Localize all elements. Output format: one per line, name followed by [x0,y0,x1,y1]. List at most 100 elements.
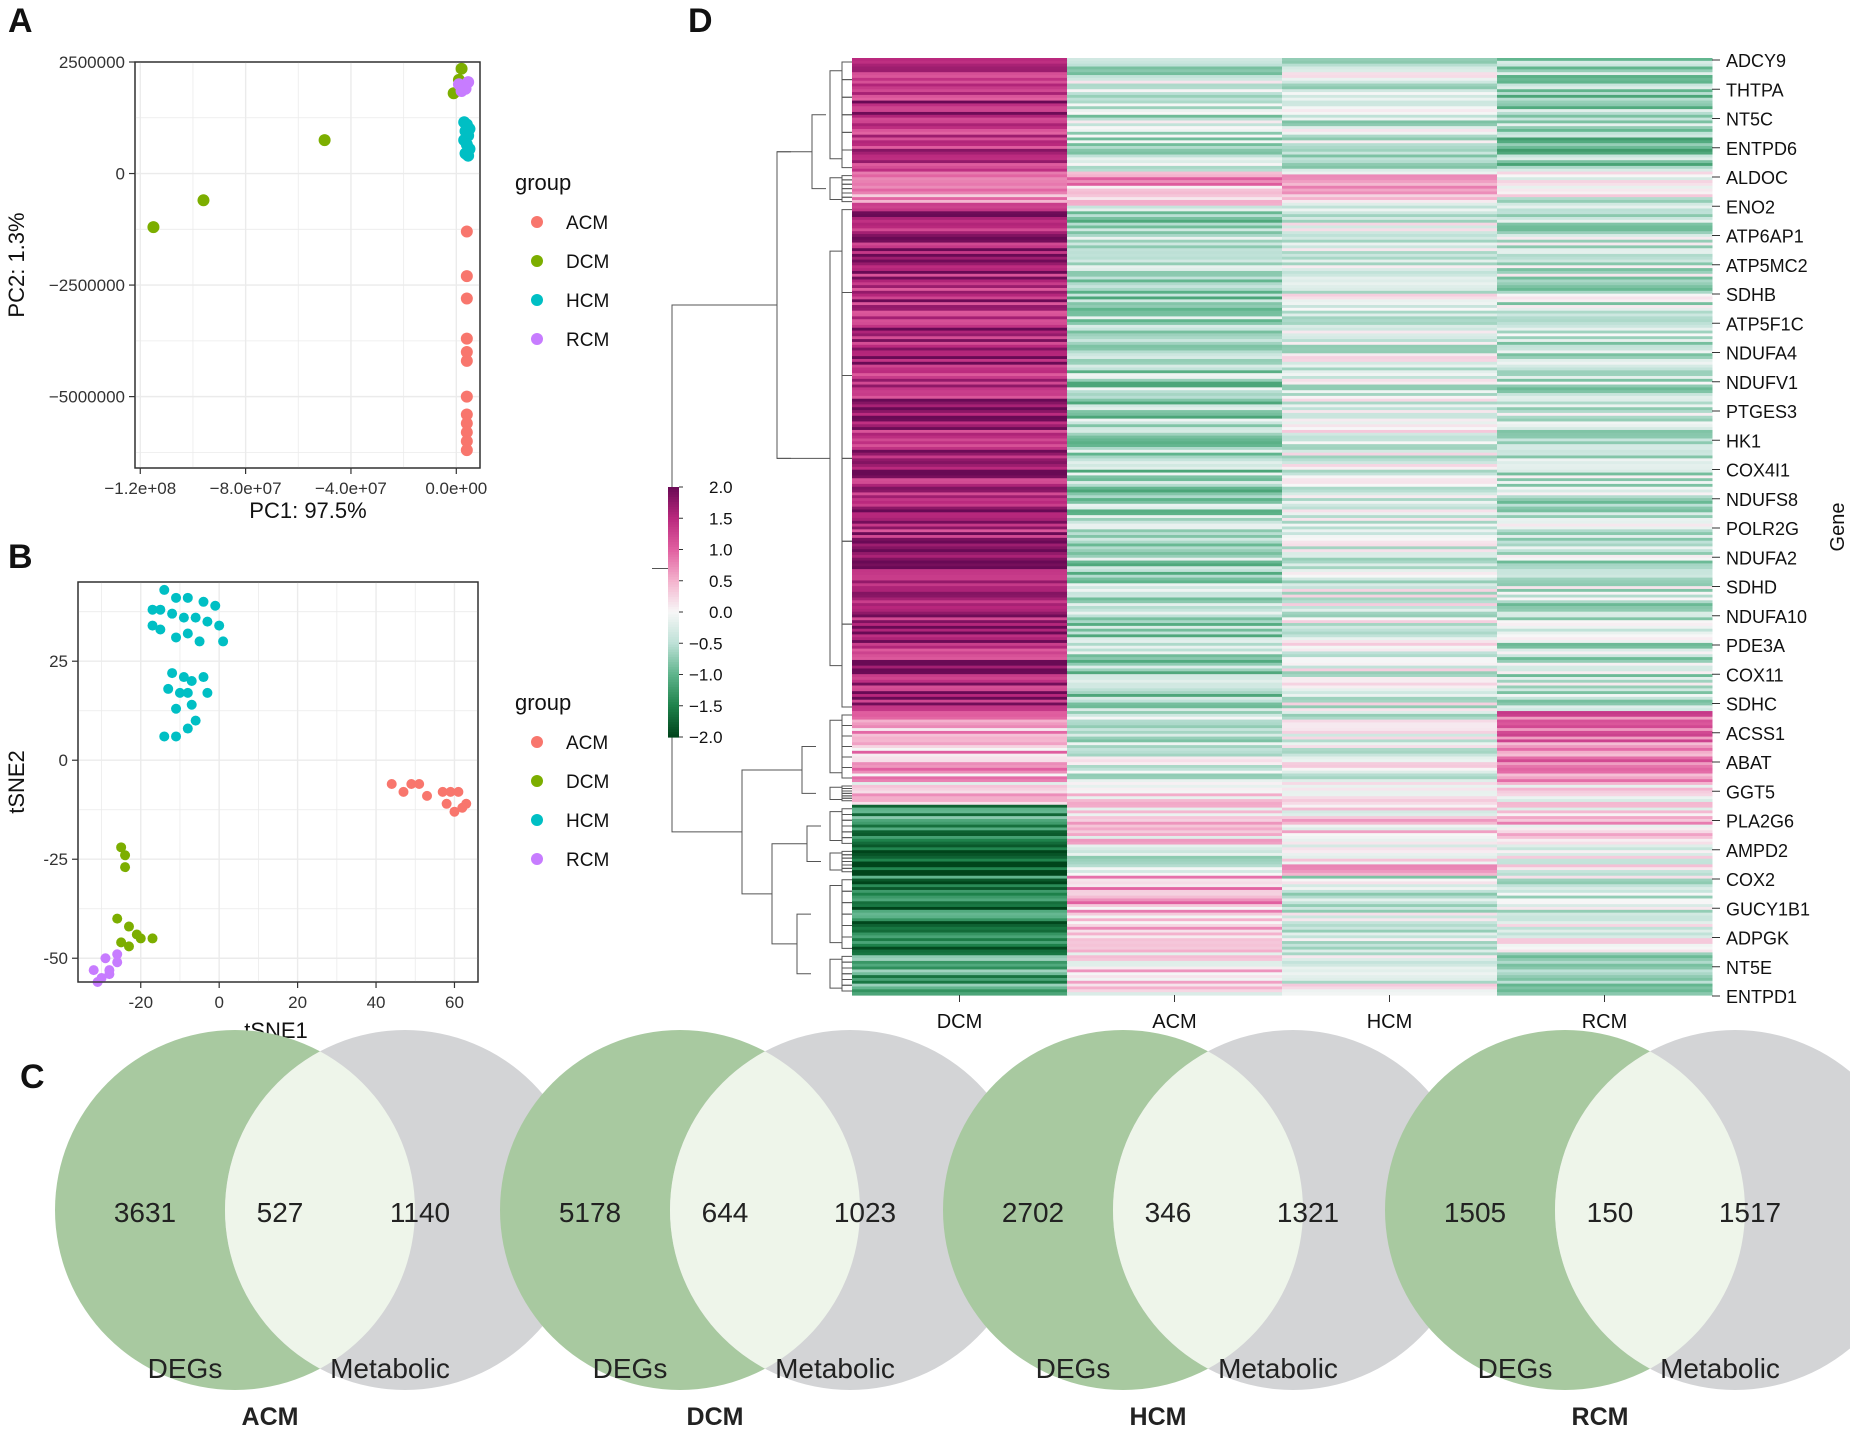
heatmap-cell [1497,194,1713,198]
heatmap-cell [1067,123,1283,127]
heatmap-cell [852,185,1068,190]
heatmap-cell [1067,446,1283,451]
heatmap-cell [1067,199,1283,204]
heatmap-cell [852,668,1068,672]
point-dcm [120,862,131,873]
heatmap-cell [1282,702,1498,706]
heatmap-cell [852,270,1068,275]
heatmap-cell [1067,691,1283,695]
point-hcm [198,672,209,683]
venn-count-degs-only: 3631 [114,1197,176,1228]
heatmap-cell [1497,563,1713,567]
venn-overlap [1113,1030,1303,1390]
heatmap-cell [1067,313,1283,317]
heatmap-cell [852,458,1068,462]
heatmap-cell [1067,986,1283,990]
heatmap-cell [852,586,1068,590]
heatmap-cell [1067,435,1283,440]
heatmap-cell [852,906,1068,911]
heatmap-cell [1282,745,1498,749]
heatmap-cell [1497,486,1713,491]
heatmap-cell [852,867,1068,871]
heatmap-cell [1067,197,1283,201]
heatmap-cell [1282,481,1498,485]
heatmap-cell [1497,679,1713,684]
heatmap-cell [1497,171,1713,176]
heatmap-cell [1282,924,1498,928]
heatmap-cell [1497,813,1713,817]
heatmap-cell [1282,239,1498,244]
heatmap-cell [1497,333,1713,337]
heatmap-cell [1067,958,1283,962]
heatmap-cell [1497,356,1713,360]
heatmap-cell [1497,381,1713,386]
heatmap-row-label: ENO2 [1726,197,1775,217]
heatmap-cell [852,236,1068,241]
heatmap-cell [852,855,1068,860]
pca-points [147,62,476,457]
heatmap-cell [1497,268,1713,272]
heatmap-cell [1497,475,1713,479]
heatmap-cell [852,449,1068,454]
heatmap-cell [1497,799,1713,803]
heatmap-cell [1067,296,1283,300]
heatmap-cell [1067,319,1283,323]
point-acm [460,225,473,238]
heatmap-cell [852,378,1068,383]
heatmap-cell [1497,696,1713,701]
heatmap-cell [1282,148,1498,153]
heatmap-cell [1067,924,1283,928]
pca-chart: −1.2e+08 −8.0e+07 −4.0e+07 0.0e+00 25000000… [4,53,609,523]
heatmap-cell [1067,983,1283,988]
heatmap-cell [1067,128,1283,133]
heatmap-cell [1067,341,1283,346]
heatmap-cell [852,461,1068,465]
heatmap-cell [852,376,1068,380]
heatmap-cell [1282,160,1498,164]
heatmap-cell [1497,756,1713,760]
heatmap-cell [1067,634,1283,638]
heatmap-cell [1067,532,1283,536]
venn-count-degs-only: 5178 [559,1197,621,1228]
heatmap-cell [1067,813,1283,817]
heatmap-cell [1497,489,1713,494]
heatmap-cell [852,80,1068,85]
heatmap-cell [1497,208,1713,212]
heatmap-cell [1067,872,1283,877]
heatmap-cell [1067,546,1283,550]
heatmap-cell [852,756,1068,760]
heatmap-cell [1282,466,1498,471]
heatmap-cell [1282,571,1498,576]
heatmap-cell [1282,236,1498,241]
heatmap-cell [1497,591,1713,596]
heatmap-cell [1497,835,1713,840]
heatmap-cell [1067,645,1283,650]
heatmap-cell [1067,665,1283,670]
heatmap-cell [1497,432,1713,437]
heatmap-cell [1282,523,1498,528]
heatmap-cell [852,361,1068,366]
point-acm [422,790,433,801]
heatmap-cell [1282,603,1498,607]
heatmap-cell [1282,208,1498,212]
heatmap-cell [852,924,1068,928]
point-hcm [182,592,193,603]
point-acm [414,778,425,789]
heatmap-cell [1282,606,1498,610]
heatmap-cell [1067,69,1283,73]
heatmap-cell [1067,367,1283,371]
heatmap-cell [1282,60,1498,65]
heatmap-cell [1497,279,1713,283]
heatmap-cell [1282,938,1498,942]
heatmap-cell [1067,963,1283,968]
heatmap-cell [1497,747,1713,752]
heatmap-row-label: ENTPD6 [1726,139,1797,159]
pca-legend-title: group [515,170,571,195]
heatmap-cell [1282,535,1498,539]
heatmap-cell [852,120,1068,124]
heatmap-cell [1282,313,1498,317]
tsne-x-ticks: -20 0 20 40 60 [128,982,464,1012]
heatmap-cell [1282,293,1498,298]
point-acm [445,786,456,797]
